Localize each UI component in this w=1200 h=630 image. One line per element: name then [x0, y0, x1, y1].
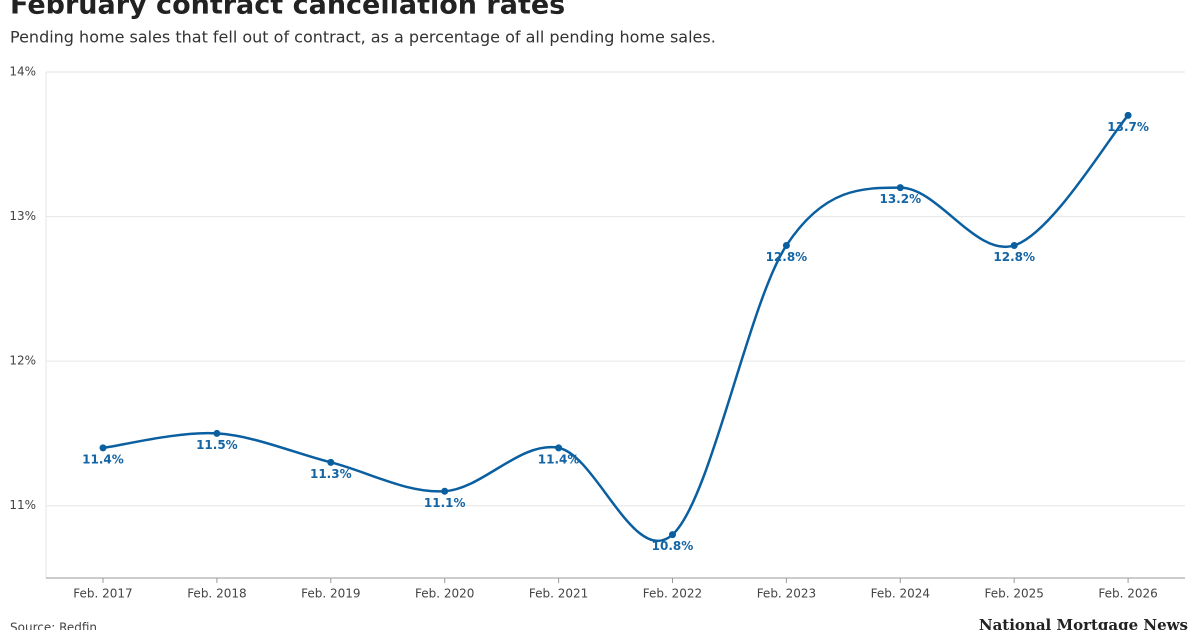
value-label: 12.8% [766, 250, 808, 264]
x-tick-label: Feb. 2026 [1098, 587, 1157, 601]
y-tick-label: 13% [9, 209, 36, 223]
value-label: 13.2% [879, 192, 921, 206]
value-label: 10.8% [652, 539, 694, 553]
point [555, 444, 563, 452]
value-label: 11.5% [196, 438, 238, 452]
x-tick-label: Feb. 2025 [984, 587, 1043, 601]
value-label: 11.1% [424, 496, 466, 510]
value-label: 11.3% [310, 467, 352, 481]
y-tick-label: 12% [9, 354, 36, 368]
point [1010, 241, 1018, 249]
y-tick-label: 11% [9, 498, 36, 512]
x-tick-label: Feb. 2019 [301, 587, 360, 601]
point [327, 458, 335, 466]
y-tick-label: 14% [9, 65, 36, 79]
point [669, 531, 676, 539]
value-label: 13.7% [1107, 120, 1149, 134]
point [213, 429, 221, 437]
logo: National Mortgage News [979, 616, 1188, 630]
point [782, 241, 790, 249]
chart-subtitle: Pending home sales that fell out of cont… [10, 28, 716, 47]
x-tick-label: Feb. 2020 [415, 587, 474, 601]
chart-title: February contract cancellation rates [10, 0, 565, 21]
value-label: 12.8% [993, 250, 1035, 264]
point [896, 184, 904, 192]
point [99, 444, 107, 452]
x-tick-label: Feb. 2021 [529, 587, 588, 601]
value-label: 11.4% [82, 452, 124, 466]
line [102, 114, 1130, 543]
x-tick-label: Feb. 2017 [73, 587, 132, 601]
point [1124, 111, 1132, 119]
point [441, 487, 449, 495]
x-tick-label: Feb. 2023 [757, 587, 816, 601]
source: Source: Redfin [10, 621, 97, 630]
x-tick-label: Feb. 2022 [643, 587, 702, 601]
x-tick-label: Feb. 2024 [871, 587, 930, 601]
value-label: 11.4% [538, 452, 580, 466]
x-tick-label: Feb. 2018 [187, 587, 246, 601]
